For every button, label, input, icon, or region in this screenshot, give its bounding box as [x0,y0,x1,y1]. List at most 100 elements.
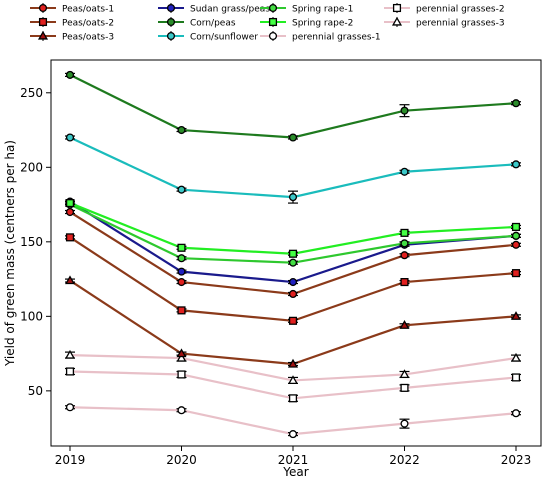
legend-label: perennial grasses-2 [416,5,505,15]
data-point [511,160,521,169]
x-tick-label: 2019 [55,453,86,467]
series-line-corn-peas [69,73,517,139]
series-peas-oats-2 [65,233,521,325]
legend: Peas/oats-1 Peas/oats-2 Peas/oats-3 Sudan g… [30,3,505,43]
data-point [288,278,298,287]
data-point [288,249,298,258]
data-point [65,70,75,79]
data-point [65,403,75,412]
data-point [65,133,75,142]
data-point [177,278,186,287]
legend-marker [37,30,49,40]
data-point [288,316,298,325]
series-corn-peas [65,70,521,142]
data-point [176,348,187,358]
series-line-spring-rape-2 [69,202,517,255]
y-tick-label: 150 [20,235,43,249]
data-point [177,254,186,263]
series-corn-sunflower [65,133,521,204]
legend-marker [166,3,176,13]
data-point [400,228,409,237]
data-point [177,243,186,252]
legend-item-perennial-grasses-3: perennial grasses-3 [384,16,505,29]
legend-label: Peas/oats-2 [62,19,114,29]
x-tick-label: 2022 [389,453,420,467]
series-line-sudan-grass-peas [69,200,517,284]
axes: 2019 2020 2021 2022 2023 50 100 150 200 250 [20,59,542,467]
data-point [288,193,298,202]
legend-marker [38,17,48,27]
legend-label: Corn/sunflower [190,33,258,43]
data-point [511,99,521,108]
legend-label: Peas/oats-3 [62,33,114,43]
data-point [65,367,75,376]
data-point [177,125,186,135]
legend-item-sudan-grass-peas: Sudan grass/peas [158,3,270,15]
data-point [287,375,299,385]
legend-label: Sudan grass/peas [190,5,270,15]
legend-marker [268,17,278,27]
data-point [65,233,75,242]
data-point [511,231,521,240]
data-point [400,239,409,248]
legend-item-spring-rape-2: Spring rape-2 [260,17,353,29]
data-point [177,370,186,379]
y-axis-title: Yield of green mass (centners per ha) [3,140,17,367]
x-axis-title: Year [282,465,308,479]
legend-item-corn-peas: Corn/peas [158,17,236,29]
legend-marker [391,16,403,26]
series-spring-rape-2 [65,199,521,258]
x-tick-label: 2023 [501,453,532,467]
data-point [288,394,298,403]
series-perennial-grasses-2 [65,367,521,403]
y-tick-label: 200 [20,160,43,174]
data-point [400,251,409,260]
data-point [65,199,75,208]
y-tick-label: 50 [28,384,43,398]
legend-item-peas-oats-1: Peas/oats-1 [30,3,114,15]
data-point [511,240,521,249]
data-point [511,222,521,231]
legend-item-perennial-grasses-2: perennial grasses-2 [384,3,505,15]
data-point [400,278,409,287]
x-tick-label: 2020 [166,453,197,467]
data-point [288,289,298,299]
y-tick-label: 250 [20,86,43,100]
legend-item-perennial-grasses-1: perennial grasses-1 [260,31,381,43]
legend-marker [268,3,278,13]
legend-label: perennial grasses-1 [292,33,381,43]
data-point [510,311,522,320]
data-point [177,406,186,415]
data-point [511,269,521,278]
legend-marker [392,3,402,13]
legend-marker [166,31,176,41]
series-line-corn-sunflower [69,136,517,199]
x-tick-label: 2021 [278,453,309,467]
data-point [177,306,186,315]
legend-label: Spring rape-1 [292,5,353,15]
data-point [400,383,409,392]
data-point [400,167,409,176]
data-point [176,352,187,362]
data-point [510,352,522,362]
data-point [64,349,76,359]
y-tick-label: 100 [20,309,43,323]
legend-item-peas-oats-2: Peas/oats-2 [30,17,114,29]
series-sudan-grass-peas [65,197,521,287]
legend-item-peas-oats-3: Peas/oats-3 [30,30,114,43]
axes-frame [50,59,542,447]
series-peas-oats-3 [64,275,522,368]
data-point [511,409,521,418]
data-point [64,275,76,285]
legend-label: Peas/oats-1 [62,5,114,15]
plot-area [64,70,522,439]
data-point [400,419,409,428]
data-point [399,369,410,379]
data-point [288,258,298,267]
legend-label: perennial grasses-3 [416,19,505,29]
data-point [288,430,298,439]
series-perennial-grasses-1 [65,403,521,439]
data-point [177,185,186,194]
data-point [400,106,409,115]
